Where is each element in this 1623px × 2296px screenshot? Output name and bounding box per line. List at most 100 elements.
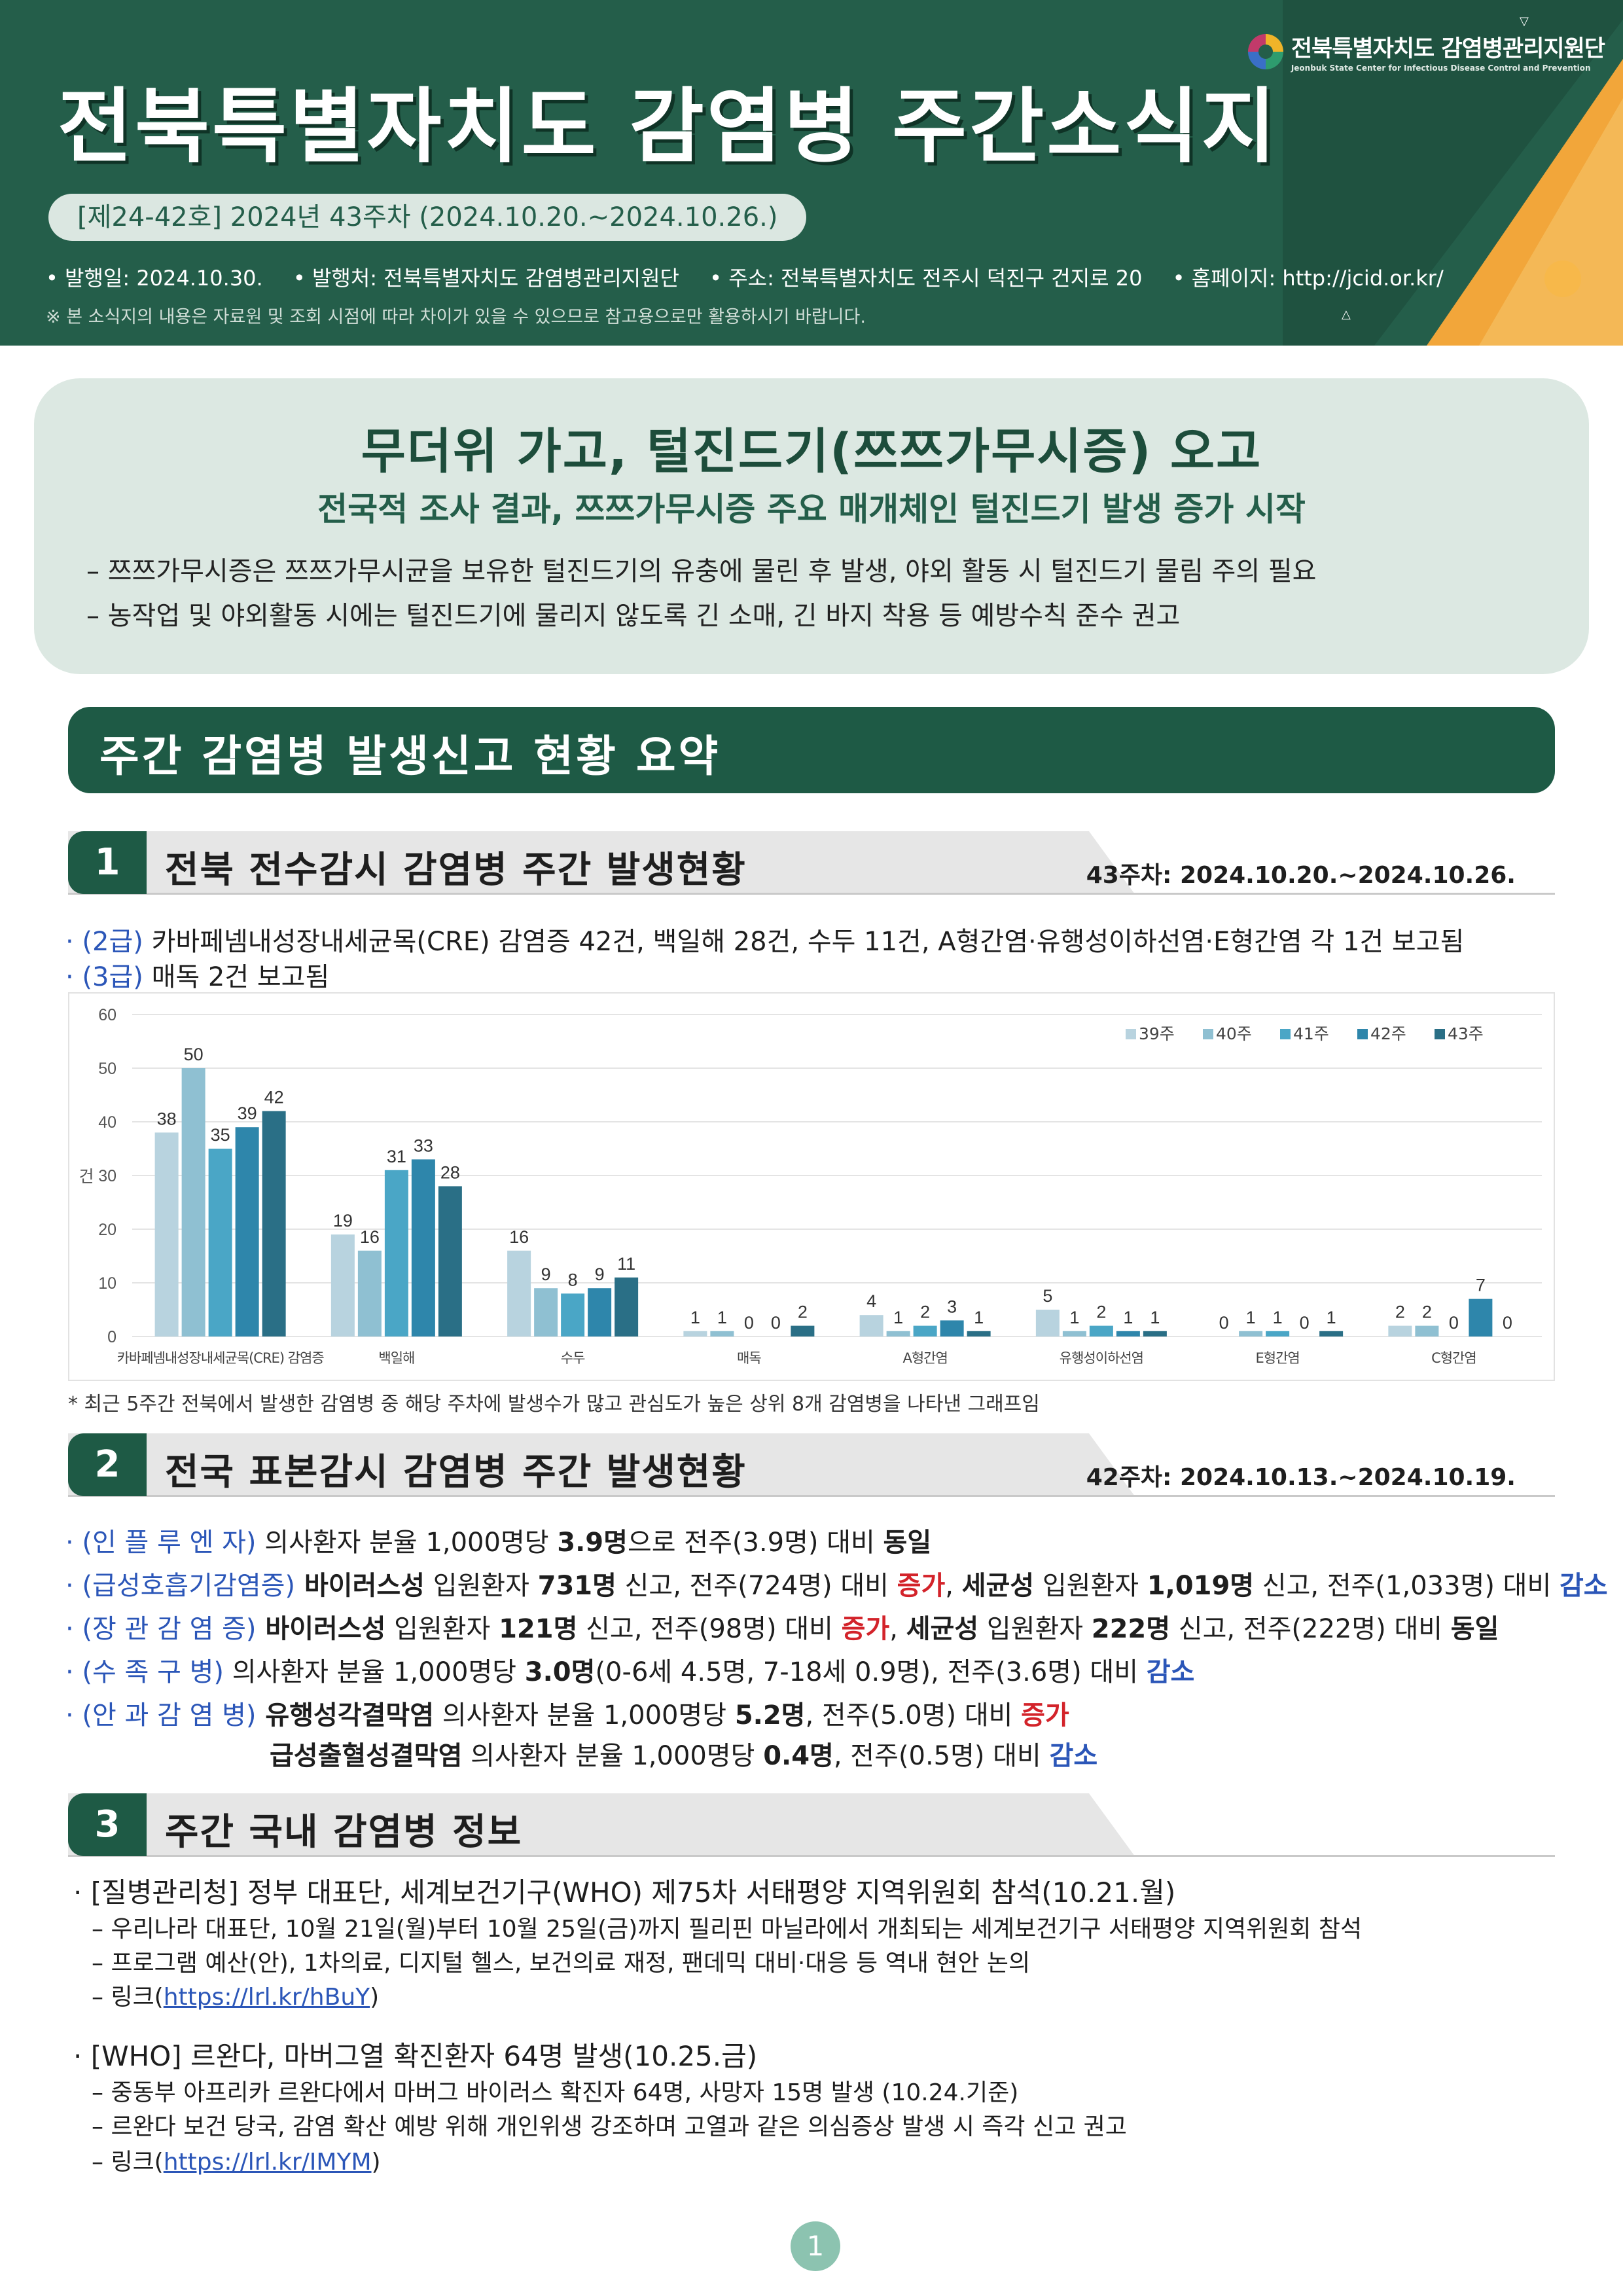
data-label: 38 <box>157 1109 177 1128</box>
chart-bar <box>438 1186 462 1336</box>
section-title: 전국 표본감시 감염병 주간 발생현황 <box>165 1451 747 1494</box>
data-label: 1 <box>1246 1308 1256 1327</box>
grade-text: 매독 2건 보고됨 <box>143 962 330 992</box>
disclaimer: ※ 본 소식지의 내용은 자료원 및 조회 시점에 따라 차이가 있을 수 있으… <box>46 307 866 327</box>
legend-label: 43주 <box>1448 1024 1484 1043</box>
chart-bar <box>886 1331 910 1336</box>
headline-subtitle: 전국적 조사 결과, 쯔쯔가무시증 주요 매개체인 털진드기 발생 증가 시작 <box>317 490 1306 528</box>
text: 신고, 전주(222명) 대비 <box>1170 1614 1451 1644</box>
chart-bar <box>588 1288 612 1336</box>
news-item-bullet: – 중동부 아프리카 르완다에서 마버그 바이러스 확진자 64명, 사망자 1… <box>92 2079 1019 2106</box>
chart-bar <box>534 1288 558 1336</box>
chart-bar <box>384 1170 408 1336</box>
trend: 동일 <box>883 1528 932 1558</box>
data-label: 19 <box>333 1211 353 1230</box>
publish-date: • 발행일: 2024.10.30. <box>46 266 263 291</box>
weekly-disease-chart: 0 10 20 30 40 50 60 건 38 50 35 39 42 카바페넴내성장내세균목(CRE)… <box>68 992 1555 1381</box>
x-category-label: 카바페넴내성장내세균목(CRE) 감염증 <box>117 1350 325 1366</box>
text: 입원환자 <box>424 1571 538 1601</box>
text: 입원환자 <box>385 1614 499 1644</box>
homepage-link[interactable]: • 홈페이지: http://jcid.or.kr/ <box>1172 266 1444 291</box>
value: 5.2명 <box>734 1700 806 1731</box>
data-label: 2 <box>920 1302 930 1322</box>
chart-bar <box>1089 1325 1113 1336</box>
data-label: 2 <box>1395 1302 1405 1322</box>
data-label: 16 <box>360 1227 380 1247</box>
value: 1,019명 <box>1147 1571 1255 1601</box>
text: 신고, 전주(724명) 대비 <box>616 1571 897 1601</box>
chart-bar <box>710 1331 734 1336</box>
y-tick-label: 40 <box>98 1113 116 1132</box>
y-tick-label: 60 <box>98 1006 116 1024</box>
data-label: 0 <box>771 1313 781 1333</box>
legend-swatch <box>1203 1029 1213 1039</box>
chart-bar <box>262 1111 286 1336</box>
text: 의사환자 분율 1,000명당 <box>256 1528 558 1558</box>
value: 3.9명 <box>557 1528 628 1558</box>
data-label: 2 <box>798 1302 808 1322</box>
text: 의사환자 분율 1,000명당 <box>224 1657 525 1687</box>
section-number: 1 <box>68 831 147 894</box>
value: 121명 <box>499 1614 578 1644</box>
grade3-summary: · (3급) 매독 2건 보고됨 <box>65 956 329 994</box>
x-category-label: 매독 <box>737 1350 761 1366</box>
headline-bullet: – 쯔쯔가무시증은 쯔쯔가무시균을 보유한 털진드기의 유충에 물린 후 발생,… <box>86 556 1317 586</box>
section-2-header: 2 전국 표본감시 감염병 주간 발생현황 42주차: 2024.10.13.~… <box>68 1433 1555 1497</box>
chart-bar <box>967 1331 991 1336</box>
chart-bar <box>1035 1310 1060 1336</box>
data-label: 0 <box>1300 1313 1310 1333</box>
news-item-bullet: – 르완다 보건 당국, 감염 확산 예방 위해 개인위생 강조하며 고열과 같… <box>92 2113 1127 2140</box>
section-date: 42주차: 2024.10.13.~2024.10.19. <box>1086 1464 1516 1491</box>
logo-english-name: Jeonbuk State Center for Infectious Dise… <box>1291 63 1591 73</box>
issue-badge: [제24-42호] 2024년 43주차 (2024.10.20.~2024.1… <box>48 194 807 241</box>
text: ) <box>371 2149 381 2176</box>
grade-text: 카바페넴내성장내세균목(CRE) 감염증 42건, 백일해 28건, 수두 11… <box>143 927 1465 957</box>
section-header-rule <box>68 1855 1555 1857</box>
grade-label: · (2급) <box>65 927 143 957</box>
text: (0-6세 4.5명, 7-18세 0.9명), 전주(3.6명) 대비 <box>595 1657 1147 1687</box>
trend-down: 감소 <box>1559 1571 1608 1601</box>
publication-info: • 발행일: 2024.10.30. • 발행처: 전북특별자치도 감염병관리지… <box>46 262 1467 292</box>
news-item-title: · [질병관리청] 정부 대표단, 세계보건기구(WHO) 제75차 서태평양 … <box>73 1876 1176 1909</box>
news-link[interactable]: https://lrl.kr/hBuY <box>163 1984 370 2011</box>
data-label: 31 <box>387 1147 406 1166</box>
chart-bar <box>1239 1331 1263 1336</box>
data-label: 33 <box>414 1136 433 1155</box>
text: , 전주(0.5명) 대비 <box>833 1741 1050 1771</box>
logo-name: 전북특별자치도 감염병관리지원단 <box>1291 36 1605 62</box>
headline-box: 무더위 가고, 털진드기(쯔쯔가무시증) 오고 전국적 조사 결과, 쯔쯔가무시… <box>34 378 1589 674</box>
section-1-header: 1 전북 전수감시 감염병 주간 발생현황 43주차: 2024.10.20.~… <box>68 831 1555 895</box>
y-tick-label: 10 <box>98 1274 116 1293</box>
data-label: 9 <box>595 1265 605 1284</box>
section-header-background <box>68 1793 1135 1856</box>
chart-bar <box>208 1149 232 1336</box>
x-category-label: E형간염 <box>1256 1350 1300 1366</box>
news-item-bullet: – 우리나라 대표단, 10월 21일(월)부터 10월 25일(금)까지 필리… <box>92 1916 1363 1943</box>
section-number: 3 <box>68 1793 147 1856</box>
section-header-rule <box>68 1495 1555 1497</box>
legend-label: 42주 <box>1370 1024 1406 1043</box>
subtype: 급성출혈성결막염 <box>270 1741 463 1771</box>
section-header-background <box>68 1433 1135 1496</box>
subtype: 바이러스성 <box>256 1614 386 1644</box>
subtype: 세균성 <box>906 1614 979 1644</box>
data-label: 5 <box>1043 1286 1052 1306</box>
value: 3.0명 <box>524 1657 596 1687</box>
chart-bar <box>683 1331 707 1336</box>
disease-label: · (급성호흡기감염증) <box>65 1571 296 1601</box>
x-category-label: A형간염 <box>902 1350 947 1366</box>
y-axis-label: 건 <box>79 1167 94 1186</box>
text: 신고, 전주(1,033명) 대비 <box>1254 1571 1560 1601</box>
news-link[interactable]: https://lrl.kr/IMYM <box>163 2149 372 2176</box>
section-title: 주간 국내 감염병 정보 <box>165 1811 523 1854</box>
section-title: 전북 전수감시 감염병 주간 발생현황 <box>165 849 747 891</box>
news-item-link-line: – 링크(https://lrl.kr/IMYM) <box>92 2143 381 2177</box>
text: ) <box>370 1984 380 2011</box>
triangle-icon: △ <box>1342 308 1351 321</box>
chart-bar <box>357 1250 382 1336</box>
legend-swatch <box>1126 1029 1136 1039</box>
legend-label: 40주 <box>1216 1024 1252 1043</box>
y-tick-label: 0 <box>107 1328 116 1346</box>
chart-bar <box>859 1315 883 1336</box>
organization-logo[interactable]: 전북특별자치도 감염병관리지원단 Jeonbuk State Center fo… <box>1247 30 1605 73</box>
